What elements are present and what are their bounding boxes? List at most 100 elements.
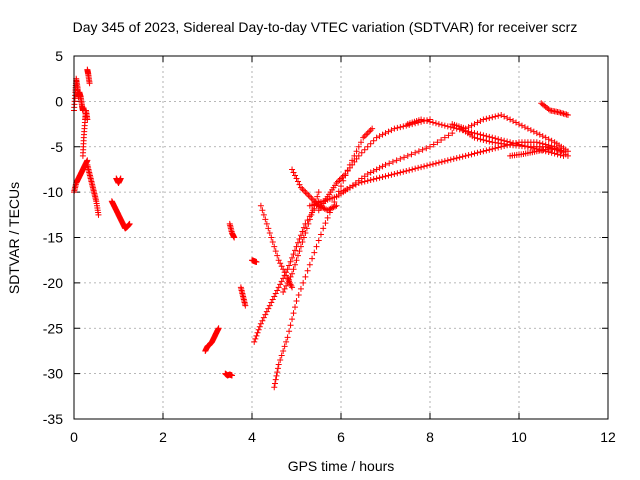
data-point-interp xyxy=(294,178,301,185)
data-point-interp xyxy=(361,133,368,140)
data-point-interp xyxy=(286,328,293,335)
data-point-interp xyxy=(290,251,297,258)
data-point xyxy=(284,334,291,341)
series-arc-3h-drop xyxy=(237,284,249,309)
data-point-interp xyxy=(495,112,502,119)
data-point-interp xyxy=(441,122,448,129)
data-point xyxy=(293,298,300,305)
data-point-interp xyxy=(435,159,442,166)
series-arc-4h-a xyxy=(249,257,260,266)
data-point-interp xyxy=(492,145,499,152)
data-point-interp xyxy=(447,124,454,131)
data-point xyxy=(315,189,322,196)
data-point-interp xyxy=(281,269,288,276)
series-arc-3h xyxy=(202,325,222,354)
data-point-interp xyxy=(367,177,374,184)
data-point-interp xyxy=(262,311,269,318)
series-arc-3h-low xyxy=(222,370,235,379)
data-point-interp xyxy=(263,308,270,315)
y-tick-label: -35 xyxy=(43,411,63,427)
data-point-interp xyxy=(364,143,371,150)
data-point xyxy=(444,157,451,164)
data-point-interp xyxy=(456,154,463,161)
data-point xyxy=(306,216,313,223)
data-point xyxy=(320,225,327,232)
data-point-interp xyxy=(335,178,342,185)
data-point-interp xyxy=(406,167,413,174)
data-point xyxy=(382,161,389,168)
data-point-interp xyxy=(530,128,537,135)
data-point-interp xyxy=(317,231,324,238)
data-point xyxy=(253,259,260,266)
data-point xyxy=(564,111,571,118)
data-point-interp xyxy=(292,304,299,311)
data-point-interp xyxy=(352,181,359,188)
data-point xyxy=(257,202,264,209)
chart-title: Day 345 of 2023, Sidereal Day-to-day VTE… xyxy=(73,19,578,35)
data-point-interp xyxy=(376,164,383,171)
data-point-interp xyxy=(483,137,490,144)
data-point xyxy=(462,152,469,159)
data-point-interp xyxy=(281,285,288,292)
data-point-interp xyxy=(400,168,407,175)
data-point-interp xyxy=(447,156,454,163)
data-point-interp xyxy=(445,132,452,139)
data-point xyxy=(306,193,313,200)
data-point xyxy=(280,288,287,295)
x-tick-label: 12 xyxy=(600,429,616,445)
data-point-interp xyxy=(302,229,309,236)
data-point xyxy=(289,270,296,277)
data-point-interp xyxy=(376,174,383,181)
data-point-interp xyxy=(358,179,365,186)
data-point-interp xyxy=(438,136,445,143)
data-point-interp xyxy=(344,167,351,174)
data-point-interp xyxy=(262,216,269,223)
data-point-interp xyxy=(304,267,311,274)
data-point-interp xyxy=(300,187,307,194)
data-point xyxy=(86,80,93,87)
data-point-interp xyxy=(412,149,419,156)
data-point xyxy=(275,361,282,368)
data-point-interp xyxy=(277,357,284,364)
data-point-interp xyxy=(486,115,493,122)
data-point-interp xyxy=(397,155,404,162)
data-point-interp xyxy=(379,163,386,170)
data-point-interp xyxy=(393,157,400,164)
data-point-interp xyxy=(474,135,481,142)
series-arc-early-f xyxy=(113,175,124,187)
data-point-interp xyxy=(280,266,287,273)
data-point-interp xyxy=(468,122,475,129)
data-point-interp xyxy=(441,158,448,165)
series-arc-early-c xyxy=(79,107,91,159)
data-point xyxy=(355,152,362,159)
data-point-interp xyxy=(501,113,508,120)
series-arc-early-d xyxy=(84,66,93,87)
data-point-interp xyxy=(373,166,380,173)
data-point-interp xyxy=(287,322,294,329)
x-tick-label: 8 xyxy=(426,429,434,445)
data-point-interp xyxy=(412,165,419,172)
data-point-interp xyxy=(294,252,301,259)
data-point-interp xyxy=(278,278,285,285)
data-point-interp xyxy=(263,220,270,227)
data-point-interp xyxy=(292,261,299,268)
data-point-interp xyxy=(361,178,368,185)
data-point xyxy=(560,148,567,155)
data-point-interp xyxy=(280,347,287,354)
data-point-interp xyxy=(421,117,428,124)
data-point-interp xyxy=(358,149,365,156)
series-arc-4h-b xyxy=(251,198,322,345)
data-point-interp xyxy=(272,376,279,383)
data-point-interp xyxy=(278,352,285,359)
data-point-interp xyxy=(423,145,430,152)
data-point-interp xyxy=(274,287,281,294)
data-point-interp xyxy=(418,164,425,171)
data-point-interp xyxy=(296,181,303,188)
data-point-interp xyxy=(477,136,484,143)
x-tick-labels: 0 2 4 6 8 10 12 xyxy=(70,429,616,445)
data-point-interp xyxy=(438,121,445,128)
data-point-interp xyxy=(394,170,401,177)
data-point xyxy=(306,261,313,268)
data-point xyxy=(404,152,411,159)
data-point-interp xyxy=(311,249,318,256)
